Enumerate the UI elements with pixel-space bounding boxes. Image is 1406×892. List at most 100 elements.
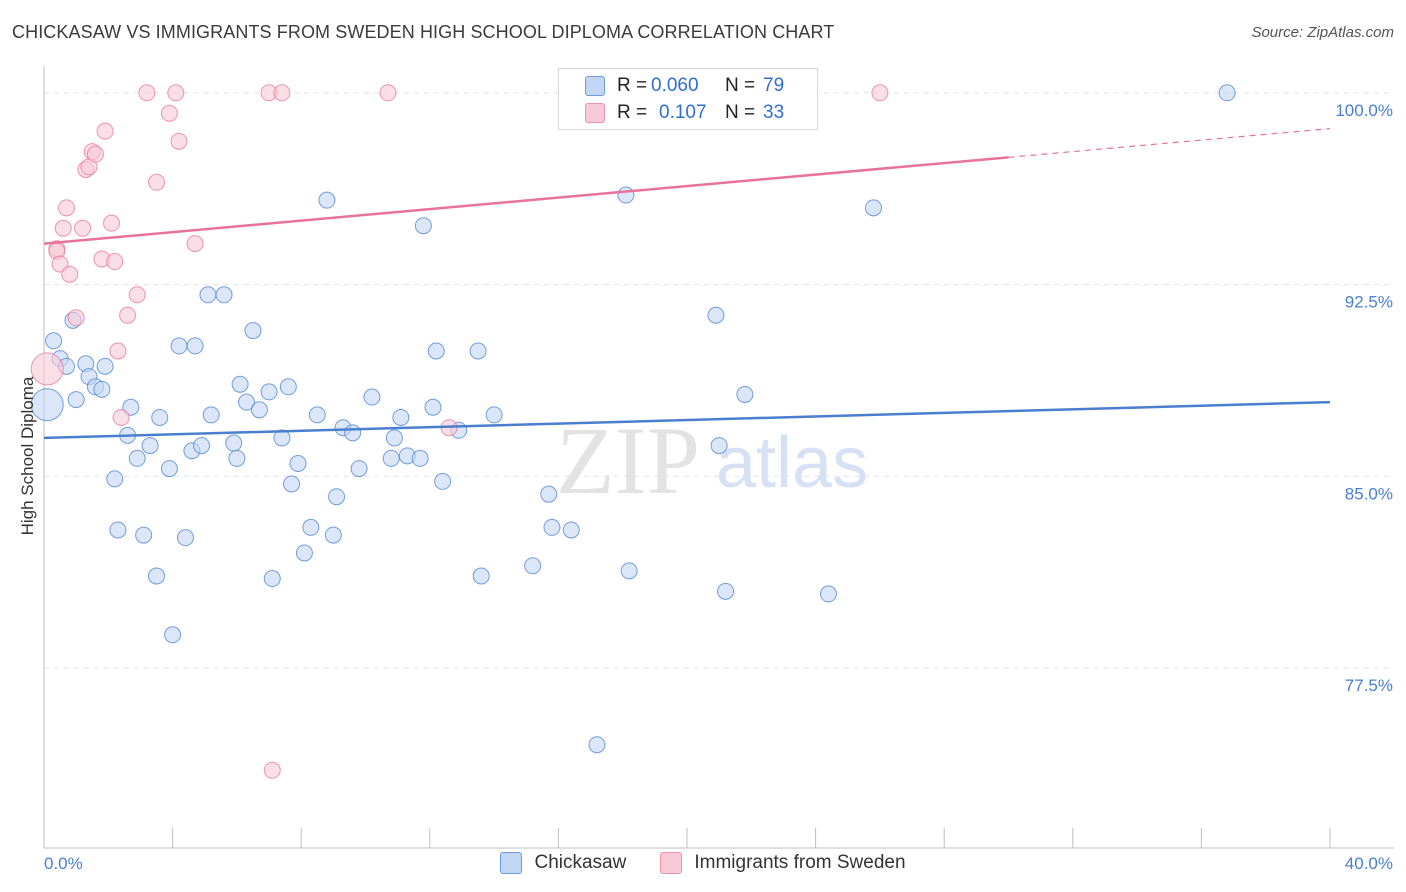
data-point-chickasaw xyxy=(385,429,403,447)
data-point-chickasaw xyxy=(324,526,342,544)
data-point-chickasaw xyxy=(819,585,837,603)
data-point-chickasaw xyxy=(160,460,178,478)
data-point-sweden xyxy=(128,286,146,304)
data-point-chickasaw xyxy=(424,398,442,416)
data-point-chickasaw xyxy=(164,626,182,644)
data-point-chickasaw xyxy=(225,434,243,452)
chart-title: CHICKASAW VS IMMIGRANTS FROM SWEDEN HIGH… xyxy=(12,22,835,42)
data-point-chickasaw xyxy=(45,332,63,350)
legend-swatch-sweden xyxy=(585,103,605,123)
data-point-chickasaw xyxy=(710,437,728,455)
data-point-chickasaw xyxy=(485,406,503,424)
legend-r-label: R = xyxy=(617,102,648,123)
trend-lines xyxy=(43,127,1331,440)
data-point-chickasaw xyxy=(30,388,64,422)
data-point-chickasaw xyxy=(244,322,262,340)
data-point-sweden xyxy=(138,84,156,102)
data-point-chickasaw xyxy=(215,286,233,304)
data-point-chickasaw xyxy=(193,437,211,455)
data-point-chickasaw xyxy=(472,567,490,585)
data-point-chickasaw xyxy=(151,408,169,426)
data-point-chickasaw xyxy=(199,286,217,304)
series-swatch-sweden xyxy=(660,852,683,874)
data-point-chickasaw xyxy=(411,449,429,467)
data-point-sweden xyxy=(67,309,85,327)
data-point-sweden xyxy=(106,253,124,271)
legend-r-value: 0.060 xyxy=(651,75,699,96)
data-point-chickasaw xyxy=(289,455,307,472)
data-point-chickasaw xyxy=(128,449,146,467)
data-points xyxy=(30,84,1236,779)
legend-row-sweden: R = 0.107 N = 33 xyxy=(585,101,784,125)
series-legend-sweden[interactable]: Immigrants from Sweden xyxy=(660,852,906,874)
data-point-sweden xyxy=(379,84,397,102)
data-point-chickasaw xyxy=(176,529,194,547)
data-point-chickasaw xyxy=(344,424,362,442)
data-point-chickasaw xyxy=(238,393,256,411)
legend-r-label: R = xyxy=(617,75,648,96)
data-point-chickasaw xyxy=(135,526,153,544)
data-point-chickasaw xyxy=(231,375,249,393)
trend-line-sweden-extension xyxy=(1008,127,1331,158)
data-point-sweden xyxy=(263,761,281,779)
series-label-sweden: Immigrants from Sweden xyxy=(694,852,906,873)
trend-line-sweden xyxy=(43,156,1009,245)
data-point-sweden xyxy=(61,265,79,283)
data-point-chickasaw xyxy=(562,521,580,539)
data-point-chickasaw xyxy=(414,217,432,235)
data-point-chickasaw xyxy=(717,582,735,600)
data-point-chickasaw xyxy=(328,488,346,506)
data-point-chickasaw xyxy=(96,357,114,375)
data-point-chickasaw xyxy=(250,401,268,419)
data-point-chickasaw xyxy=(109,521,127,539)
data-point-chickasaw xyxy=(170,337,188,355)
tick-labels: 100.0% 92.5% 85.0% 77.5% 0.0% 40.0% xyxy=(44,101,1393,873)
data-point-chickasaw xyxy=(186,337,204,355)
data-point-sweden xyxy=(58,199,76,217)
data-point-chickasaw xyxy=(363,388,381,406)
data-point-chickasaw xyxy=(279,378,297,396)
data-point-chickasaw xyxy=(469,342,487,360)
data-point-sweden xyxy=(109,342,127,360)
data-point-chickasaw xyxy=(350,460,368,478)
data-point-sweden xyxy=(273,84,291,102)
data-point-chickasaw xyxy=(543,518,561,536)
data-point-chickasaw xyxy=(228,449,246,467)
data-point-chickasaw xyxy=(283,475,301,493)
trend-line-chickasaw xyxy=(43,400,1331,440)
data-point-chickasaw xyxy=(148,567,166,585)
data-point-chickasaw xyxy=(736,385,754,403)
data-point-sweden xyxy=(871,84,889,102)
y-axis-label: High School Diploma xyxy=(18,376,37,536)
data-point-chickasaw xyxy=(617,186,635,204)
data-point-chickasaw xyxy=(540,485,558,503)
series-swatch-chickasaw xyxy=(500,852,523,874)
legend-n-value: 33 xyxy=(763,102,785,123)
watermark-atlas: atlas xyxy=(716,423,869,503)
data-point-chickasaw xyxy=(260,383,278,401)
data-point-sweden xyxy=(74,219,92,237)
legend-swatch-chickasaw xyxy=(585,76,605,96)
series-legend-chickasaw[interactable]: Chickasaw xyxy=(500,852,626,874)
legend-row-chickasaw: R = 0.060 N = 79 xyxy=(585,74,784,98)
data-point-chickasaw xyxy=(67,391,85,409)
data-point-chickasaw xyxy=(524,557,542,575)
data-point-sweden xyxy=(119,306,137,324)
data-point-chickasaw xyxy=(620,562,638,580)
legend-n-label: N = xyxy=(725,75,756,96)
y-tick-label: 77.5% xyxy=(1345,676,1393,695)
data-point-chickasaw xyxy=(392,408,410,426)
data-point-sweden xyxy=(86,145,104,163)
correlation-legend: R = 0.060 N = 79 R = 0.107 N = 33 xyxy=(558,68,818,130)
data-point-chickasaw xyxy=(707,306,725,324)
data-point-chickasaw xyxy=(141,437,159,455)
data-point-chickasaw xyxy=(263,570,281,588)
legend-r-value: 0.107 xyxy=(659,102,707,123)
data-point-sweden xyxy=(96,122,114,140)
data-point-chickasaw xyxy=(202,406,220,424)
data-point-sweden xyxy=(112,408,130,426)
data-point-chickasaw xyxy=(302,518,320,536)
series-legend: Chickasaw Immigrants from Sweden xyxy=(0,852,1406,874)
data-point-sweden xyxy=(103,214,121,232)
